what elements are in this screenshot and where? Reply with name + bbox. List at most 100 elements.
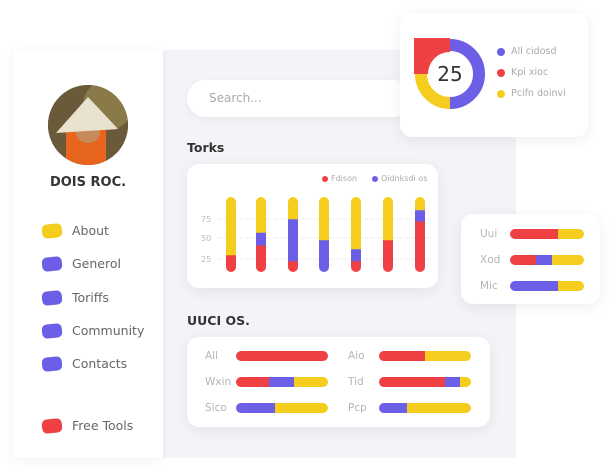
legend-dot-icon	[497, 89, 505, 98]
nav-item-contacts[interactable]: Contacts	[41, 355, 128, 372]
stacked-hbar	[379, 403, 471, 413]
hbar-segment-purple	[445, 377, 460, 387]
uuci-card: All Aio Wxin Tid Sico Pcp	[187, 337, 490, 427]
stacked-hbar	[236, 403, 328, 413]
hbar-segment-yellow	[552, 255, 584, 265]
stacked-hbar	[510, 281, 584, 291]
donut-value: 25	[437, 62, 463, 86]
uuci-row-label: Wxin	[205, 376, 232, 388]
donut-segment-red	[414, 38, 450, 74]
hbar-segment-purple	[236, 403, 275, 413]
legend-dot-icon	[497, 47, 505, 56]
bar-segment-red	[288, 260, 298, 272]
nav-blob-icon	[41, 222, 63, 239]
bar-stack	[226, 197, 236, 272]
nav-blob-icon	[41, 355, 63, 372]
stacked-hbar	[236, 377, 328, 387]
hbar-segment-yellow	[425, 351, 471, 361]
side-bar-label: Mic	[480, 280, 498, 292]
donut-chart	[414, 38, 485, 109]
nav-item-about[interactable]: About	[41, 222, 109, 239]
bar-segment-yellow	[256, 197, 266, 233]
nav-item-community[interactable]: Community	[41, 322, 145, 339]
side-bar-label: Xod	[480, 254, 501, 266]
y-tick-label: 75	[201, 215, 211, 224]
nav-item-generol[interactable]: Generol	[41, 255, 121, 272]
hbar-segment-red	[236, 351, 328, 361]
bar-stack	[288, 197, 298, 272]
uuci-row-label: Aio	[348, 350, 365, 362]
legend-label: Fdison	[331, 174, 358, 183]
bar-segment-yellow	[415, 197, 425, 211]
bar-segment-red	[226, 254, 236, 272]
hbar-segment-purple	[379, 403, 407, 413]
nav-label: About	[72, 223, 109, 238]
donut-card: 25 All cidosd Kpi xioc Pcifn doinvi	[400, 13, 588, 137]
uuci-row-label: All	[205, 350, 219, 362]
bar-stack	[383, 197, 393, 272]
profile-name: DOIS ROC.	[49, 175, 127, 190]
sidebar: DOIS ROC. About Generol Toriffs Community Co…	[13, 50, 163, 458]
bar-stack	[319, 197, 329, 272]
nav-blob-icon	[41, 289, 63, 306]
hbar-segment-yellow	[274, 403, 328, 413]
nav-label: Toriffs	[72, 290, 109, 305]
hbar-segment-purple	[269, 377, 294, 387]
bar-segment-yellow	[319, 197, 329, 241]
bar-segment-yellow	[351, 197, 361, 250]
stacked-hbar	[510, 229, 584, 239]
bar-segment-yellow	[288, 197, 298, 220]
hbar-segment-red	[379, 351, 425, 361]
nav-item-free-tools[interactable]: Free Tools	[41, 417, 134, 434]
torks-chart-card: Fdison Oidnksdi os 75 50 25	[187, 164, 438, 288]
chart-legend-item: Oidnksdi os	[372, 174, 427, 183]
hbar-segment-purple	[535, 255, 553, 265]
nav-blob-icon	[41, 417, 63, 434]
uuci-row-label: Sico	[205, 402, 227, 414]
torks-title: Torks	[187, 140, 225, 155]
avatar	[48, 85, 128, 165]
nav-label: Free Tools	[72, 418, 134, 433]
uuci-row-label: Pcp	[348, 402, 367, 414]
stacked-hbar	[236, 351, 328, 361]
nav-item-toriffs[interactable]: Toriffs	[41, 289, 109, 306]
bar-segment-purple	[351, 248, 361, 262]
hbar-segment-yellow	[406, 403, 471, 413]
legend-label: Oidnksdi os	[381, 174, 428, 183]
uuci-title: UUCI OS.	[187, 313, 250, 328]
nav-blob-icon	[41, 322, 63, 339]
side-bars-card: Uui Xod Mic	[461, 214, 600, 304]
bar-segment-yellow	[383, 197, 393, 241]
stacked-hbar	[379, 377, 471, 387]
y-tick-label: 25	[201, 255, 211, 264]
donut-legend-item: All cidosd	[497, 46, 556, 57]
donut-legend-item: Kpi xioc	[497, 67, 548, 78]
bar-segment-red	[351, 260, 361, 272]
hbar-segment-purple	[510, 281, 559, 291]
legend-label: Pcifn doinvi	[511, 88, 566, 99]
bar-segment-yellow	[226, 197, 236, 256]
bar-segment-red	[415, 221, 425, 272]
stacked-bar-chart: 75 50 25	[201, 197, 432, 272]
search-input[interactable]: Search...	[187, 80, 412, 117]
hbar-segment-red	[510, 229, 559, 239]
bar-stack	[415, 197, 425, 272]
legend-label: Kpi xioc	[511, 67, 549, 78]
nav-blob-icon	[41, 255, 63, 272]
legend-dot-icon	[372, 175, 378, 182]
nav-label: Contacts	[72, 356, 128, 371]
nav-label: Generol	[72, 256, 121, 271]
stacked-hbar	[510, 255, 584, 265]
bar-segment-purple	[415, 209, 425, 222]
hbar-segment-red	[236, 377, 270, 387]
y-tick-label: 50	[201, 234, 211, 243]
legend-label: All cidosd	[511, 46, 557, 57]
bar-segment-red	[256, 245, 266, 272]
legend-dot-icon	[497, 68, 505, 77]
hbar-segment-yellow	[558, 229, 584, 239]
side-bar-label: Uui	[480, 228, 498, 240]
uuci-row-label: Tid	[348, 376, 364, 388]
stacked-hbar	[379, 351, 471, 361]
nav-label: Community	[72, 323, 145, 338]
hbar-segment-yellow	[459, 377, 471, 387]
